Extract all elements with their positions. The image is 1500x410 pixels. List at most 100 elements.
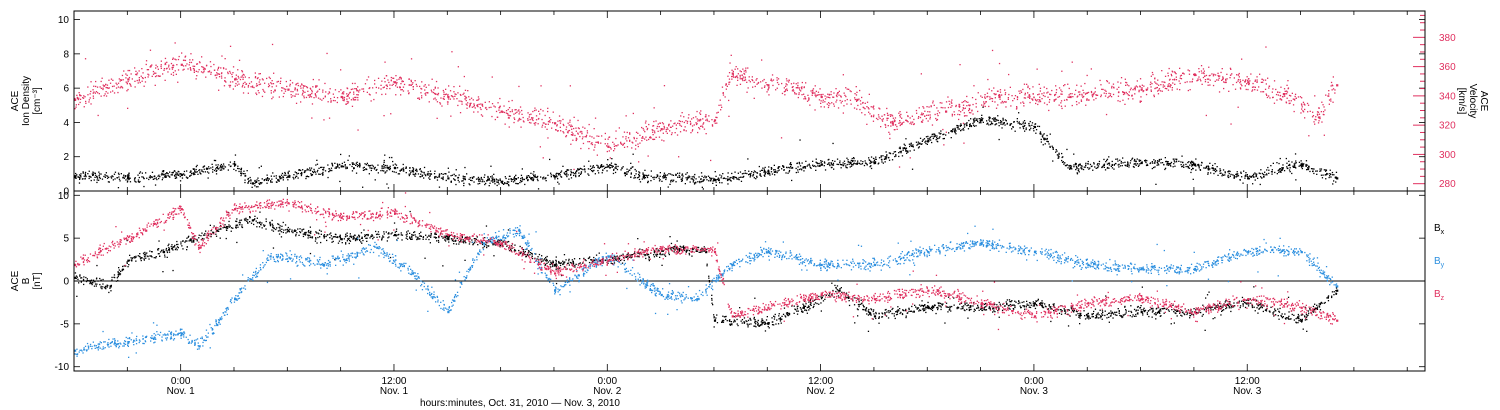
scatter-dot <box>772 84 774 87</box>
scatter-dot <box>900 150 902 152</box>
scatter-dot <box>1168 163 1170 165</box>
scatter-dot <box>830 162 832 164</box>
scatter-dot <box>798 92 800 94</box>
scatter-dot <box>604 166 607 169</box>
scatter-dot <box>353 93 355 95</box>
scatter-dot <box>356 161 358 163</box>
scatter-dot <box>292 91 294 93</box>
scatter-dot <box>1110 96 1113 98</box>
scatter-dot <box>311 89 313 92</box>
scatter-dot <box>414 175 416 177</box>
scatter-dot <box>945 101 948 103</box>
scatter-dot <box>566 175 568 178</box>
scatter-dot <box>327 93 329 95</box>
scatter-dot <box>423 171 425 174</box>
scatter-dot <box>283 88 285 90</box>
scatter-dot <box>1331 171 1334 174</box>
scatter-dot <box>212 166 214 168</box>
scatter-dot <box>182 174 184 176</box>
scatter-dot <box>420 170 422 172</box>
scatter-dot <box>1212 167 1215 170</box>
scatter-dot <box>241 70 243 72</box>
scatter-dot <box>839 163 841 166</box>
scatter-dot <box>674 132 676 134</box>
scatter-dot <box>905 119 907 121</box>
scatter-dot <box>1164 87 1166 90</box>
scatter-dot <box>322 89 324 91</box>
scatter-dot <box>717 179 720 181</box>
scatter-dot <box>1271 169 1273 171</box>
scatter-dot <box>727 172 729 174</box>
scatter-dot <box>401 81 403 83</box>
scatter-dot <box>1024 97 1027 99</box>
scatter-dot <box>1097 165 1100 167</box>
scatter-dot <box>278 96 280 98</box>
scatter-dot <box>937 138 939 140</box>
scatter-dot <box>1150 81 1152 83</box>
scatter-dot <box>483 176 485 178</box>
scatter-dot <box>531 177 533 179</box>
scatter-dot <box>559 122 562 124</box>
scatter-dot <box>1307 167 1309 169</box>
scatter-dot <box>328 117 331 119</box>
scatter-dot <box>416 169 418 171</box>
scatter-dot <box>877 114 880 116</box>
scatter-dot <box>355 88 357 90</box>
scatter-dot <box>703 179 705 181</box>
scatter-dot <box>884 123 886 126</box>
scatter-dot <box>1255 173 1257 175</box>
scatter-dot <box>282 87 284 89</box>
scatter-dot <box>890 122 892 124</box>
scatter-dot <box>995 93 997 96</box>
scatter-dot <box>1185 165 1187 168</box>
scatter-dot <box>859 100 862 102</box>
scatter-dot <box>1269 97 1271 99</box>
scatter-dot <box>960 130 962 132</box>
scatter-dot <box>447 98 450 100</box>
scatter-dot <box>666 174 669 176</box>
scatter-dot <box>1132 165 1135 168</box>
scatter-dot <box>975 125 977 127</box>
scatter-dot <box>879 108 881 110</box>
scatter-dot <box>824 162 826 164</box>
scatter-dot <box>913 118 915 121</box>
scatter-dot <box>950 130 952 132</box>
scatter-dot <box>178 55 180 58</box>
scatter-dot <box>348 92 351 94</box>
scatter-dot <box>278 180 280 182</box>
scatter-dot <box>847 159 849 161</box>
scatter-dot <box>384 167 386 169</box>
scatter-dot <box>1054 94 1056 96</box>
scatter-dot <box>565 136 567 138</box>
scatter-dot <box>1145 161 1147 164</box>
scatter-dot <box>83 106 85 108</box>
scatter-dot <box>656 127 658 130</box>
scatter-dot <box>762 167 764 169</box>
scatter-dot <box>1080 167 1082 169</box>
scatter-dot <box>984 96 986 98</box>
scatter-dot <box>1187 89 1189 92</box>
scatter-dot <box>90 81 92 83</box>
scatter-dot <box>994 118 996 120</box>
scatter-dot <box>104 176 106 178</box>
scatter-dot <box>731 69 733 71</box>
scatter-dot <box>363 169 366 171</box>
scatter-dot <box>397 173 399 175</box>
scatter-dot <box>626 171 628 173</box>
scatter-dot <box>950 101 952 103</box>
scatter-dot <box>1134 87 1136 89</box>
scatter-dot <box>78 97 80 99</box>
scatter-dot <box>1227 176 1229 178</box>
scatter-dot <box>841 100 843 102</box>
scatter-dot <box>571 172 573 174</box>
scatter-dot <box>269 77 271 80</box>
scatter-dot <box>791 86 793 88</box>
scatter-dot <box>662 132 664 134</box>
scatter-dot <box>904 147 906 150</box>
scatter-dot <box>1027 85 1029 87</box>
scatter-dot <box>175 174 177 176</box>
scatter-dot <box>503 111 506 114</box>
scatter-dot <box>573 168 575 171</box>
scatter-dot <box>385 171 387 173</box>
scatter-dot <box>1260 91 1262 93</box>
